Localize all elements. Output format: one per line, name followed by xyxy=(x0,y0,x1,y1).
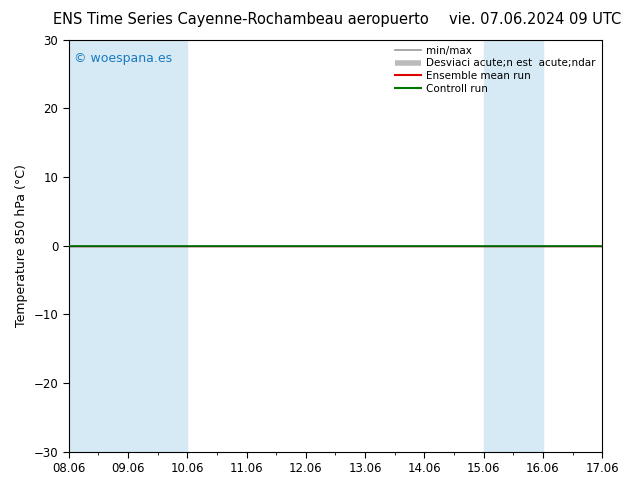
Text: vie. 07.06.2024 09 UTC: vie. 07.06.2024 09 UTC xyxy=(449,12,621,27)
Y-axis label: Temperature 850 hPa (°C): Temperature 850 hPa (°C) xyxy=(15,164,28,327)
Bar xyxy=(128,40,187,452)
Bar xyxy=(68,40,128,452)
Text: ENS Time Series Cayenne-Rochambeau aeropuerto: ENS Time Series Cayenne-Rochambeau aerop… xyxy=(53,12,429,27)
Bar xyxy=(484,40,543,452)
Legend: min/max, Desviaci acute;n est  acute;ndar, Ensemble mean run, Controll run: min/max, Desviaci acute;n est acute;ndar… xyxy=(391,42,600,98)
Text: © woespana.es: © woespana.es xyxy=(74,52,172,65)
